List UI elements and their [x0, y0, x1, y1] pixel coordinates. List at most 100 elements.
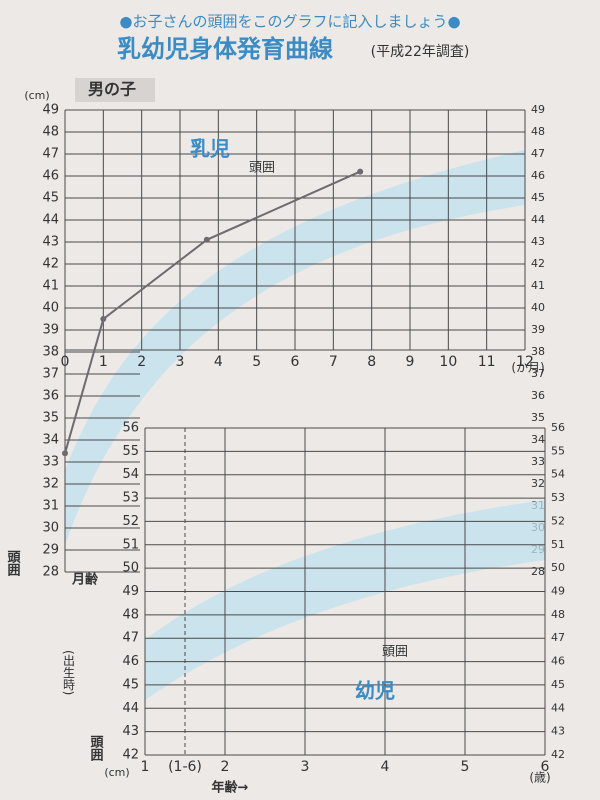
x-tick-label: 7 — [329, 354, 338, 370]
y-tick-label: 42 — [42, 257, 59, 272]
y-tick-label-right: 47 — [531, 147, 545, 160]
y-tick-label-right: 40 — [531, 301, 545, 314]
y-tick-label-right: 49 — [551, 585, 565, 598]
y-tick-label: 34 — [42, 433, 59, 448]
section-label: 乳児 — [190, 137, 230, 161]
y-tick-label: 55 — [122, 444, 139, 459]
x-tick-label: 5 — [461, 759, 470, 775]
y-tick-label: 42 — [122, 748, 139, 763]
growth-point — [357, 168, 364, 175]
x-tick-label: 6 — [291, 354, 300, 370]
y-tick-label-right: 44 — [531, 213, 545, 226]
y-tick-label-right: 48 — [551, 608, 565, 621]
y-tick-label: 45 — [42, 191, 59, 206]
y-tick-label-right: 33 — [531, 455, 545, 468]
y-tick-label-right: 42 — [531, 257, 545, 270]
y-tick-label-right: 49 — [531, 103, 545, 116]
x-tick-label: 3 — [301, 759, 310, 775]
y-tick-label-right: 56 — [551, 421, 565, 434]
x-unit: (か月) — [511, 361, 544, 375]
y-tick-label-right: 52 — [551, 514, 565, 527]
survey: (平成22年調査) — [371, 44, 470, 60]
y-tick-label: 53 — [122, 491, 139, 506]
y-tick-label-right: 46 — [551, 655, 565, 668]
y-tick-label-right: 46 — [531, 169, 545, 182]
note: ●お子さんの頭囲をこのグラフに記入しましょう● — [119, 13, 460, 31]
y-tick-label: 44 — [122, 701, 139, 716]
x-tick-label: 11 — [478, 354, 496, 370]
y-tick-label: 35 — [42, 411, 59, 426]
percentile-band — [145, 500, 545, 700]
y-tick-label-right: 53 — [551, 491, 565, 504]
x-tick-label: 3 — [176, 354, 185, 370]
y-tick-label-right: 54 — [551, 468, 565, 481]
x-tick-label: 8 — [367, 354, 376, 370]
y-tick-label: 48 — [122, 607, 139, 622]
y-tick-label: 50 — [122, 561, 139, 576]
y-tick-label-right: 36 — [531, 389, 545, 402]
section-label: 幼児 — [355, 679, 395, 703]
y-tick-label: 31 — [42, 499, 59, 514]
y-tick-label: 36 — [42, 389, 59, 404]
y-tick-label: 45 — [122, 677, 139, 692]
y-tick-label: 30 — [42, 521, 59, 536]
y-tick-label-right: 51 — [551, 538, 565, 551]
y-tick-label: 49 — [122, 584, 139, 599]
y-tick-label: 52 — [122, 514, 139, 529]
x-tick-label: 2 — [221, 759, 230, 775]
y-tick-label: 28 — [42, 565, 59, 580]
growth-point — [62, 450, 68, 457]
x-tick-label: 10 — [439, 354, 457, 370]
y-label: 頭囲 — [88, 735, 104, 762]
y-tick-label: 44 — [42, 213, 59, 228]
y-tick-label: 32 — [42, 477, 59, 492]
y-tick-label: 54 — [122, 467, 139, 482]
y-unit: (cm) — [104, 766, 129, 779]
y-tick-label: 46 — [42, 169, 59, 184]
y-tick-label-right: 28 — [531, 565, 545, 578]
y-tick-label-right: 39 — [531, 323, 545, 336]
sex: 男の子 — [88, 80, 136, 99]
growth-point — [100, 316, 107, 322]
x-tick-label: (1-6) — [168, 759, 202, 775]
x-tick-label: 1 — [141, 759, 150, 775]
y-tick-label: 47 — [42, 147, 59, 162]
y-tick-label: 38 — [42, 345, 59, 360]
y-tick-label: 46 — [122, 654, 139, 669]
title: 乳幼児身体発育曲線 — [117, 35, 333, 63]
y-tick-label-right: 43 — [551, 725, 565, 738]
sex-box — [75, 78, 155, 102]
x-tick-label: 0 — [61, 354, 70, 370]
y-tick-label: 56 — [122, 421, 139, 436]
x-tick-label: 2 — [137, 354, 146, 370]
birth-note: (出生時) — [62, 650, 76, 695]
y-tick-label-right: 42 — [551, 748, 565, 761]
y-tick-label: 48 — [42, 125, 59, 140]
x-label: 年齢→ — [212, 780, 249, 796]
y-tick-label: 39 — [42, 323, 59, 338]
y-tick-label-right: 41 — [531, 279, 545, 292]
y-tick-label-right: 34 — [531, 433, 545, 446]
y-tick-label: 49 — [42, 103, 59, 118]
x-tick-label: 4 — [381, 759, 390, 775]
y-tick-label-right: 45 — [551, 678, 565, 691]
y-tick-label-right: 50 — [551, 561, 565, 574]
y-tick-label-right: 47 — [551, 631, 565, 644]
y-tick-label: 41 — [42, 279, 59, 294]
y-tick-label-right: 35 — [531, 411, 545, 424]
y-tick-label: 40 — [42, 301, 59, 316]
growth-line — [64, 170, 361, 454]
y-tick-label-right: 48 — [531, 125, 545, 138]
y-label: 頭囲 — [5, 550, 21, 577]
y-tick-label-right: 55 — [551, 444, 565, 457]
plots: 2828292930303131323233333434353536363737… — [5, 89, 566, 796]
y-tick-label-right: 37 — [531, 367, 545, 380]
y-unit: (cm) — [24, 89, 49, 102]
y-tick-label: 51 — [122, 537, 139, 552]
x-tick-label: 4 — [214, 354, 223, 370]
y-tick-label-right: 44 — [551, 701, 565, 714]
y-tick-label: 43 — [122, 724, 139, 739]
y-tick-label: 43 — [42, 235, 59, 250]
